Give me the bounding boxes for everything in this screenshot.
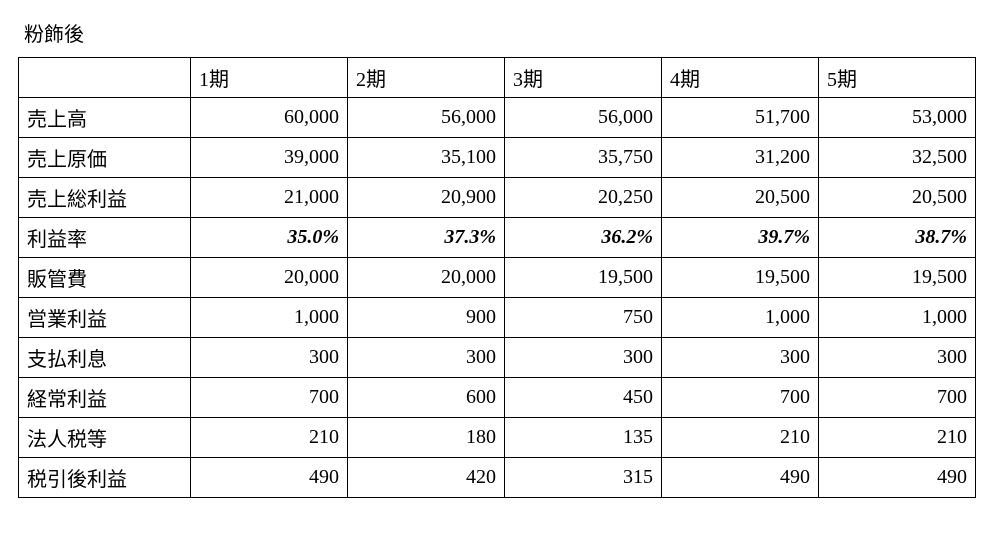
data-cell: 1,000 [662, 298, 819, 338]
data-cell: 210 [819, 418, 976, 458]
col-header: 4期 [662, 58, 819, 98]
row-label: 営業利益 [19, 298, 191, 338]
data-cell: 39.7% [662, 218, 819, 258]
data-cell: 53,000 [819, 98, 976, 138]
financial-table: 1期 2期 3期 4期 5期 売上高60,00056,00056,00051,7… [18, 57, 976, 498]
table-row: 売上高60,00056,00056,00051,70053,000 [19, 98, 976, 138]
data-cell: 35,750 [505, 138, 662, 178]
data-cell: 180 [348, 418, 505, 458]
data-cell: 56,000 [348, 98, 505, 138]
data-cell: 900 [348, 298, 505, 338]
data-cell: 19,500 [505, 258, 662, 298]
data-cell: 56,000 [505, 98, 662, 138]
row-label: 販管費 [19, 258, 191, 298]
table-row: 販管費20,00020,00019,50019,50019,500 [19, 258, 976, 298]
col-header: 5期 [819, 58, 976, 98]
data-cell: 60,000 [191, 98, 348, 138]
data-cell: 20,500 [662, 178, 819, 218]
data-cell: 20,000 [348, 258, 505, 298]
data-cell: 300 [505, 338, 662, 378]
data-cell: 135 [505, 418, 662, 458]
data-cell: 36.2% [505, 218, 662, 258]
data-cell: 300 [191, 338, 348, 378]
table-row: 売上原価39,00035,10035,75031,20032,500 [19, 138, 976, 178]
table-row: 売上総利益21,00020,90020,25020,50020,500 [19, 178, 976, 218]
data-cell: 300 [348, 338, 505, 378]
data-cell: 38.7% [819, 218, 976, 258]
data-cell: 35,100 [348, 138, 505, 178]
data-cell: 20,000 [191, 258, 348, 298]
col-header: 2期 [348, 58, 505, 98]
data-cell: 490 [662, 458, 819, 498]
data-cell: 19,500 [819, 258, 976, 298]
data-cell: 32,500 [819, 138, 976, 178]
table-row: 支払利息300300300300300 [19, 338, 976, 378]
data-cell: 39,000 [191, 138, 348, 178]
data-cell: 21,000 [191, 178, 348, 218]
table-row: 税引後利益490420315490490 [19, 458, 976, 498]
row-label: 税引後利益 [19, 458, 191, 498]
data-cell: 20,250 [505, 178, 662, 218]
data-cell: 450 [505, 378, 662, 418]
data-cell: 210 [662, 418, 819, 458]
data-cell: 20,500 [819, 178, 976, 218]
row-label: 経常利益 [19, 378, 191, 418]
row-label: 法人税等 [19, 418, 191, 458]
data-cell: 600 [348, 378, 505, 418]
table-row: 経常利益700600450700700 [19, 378, 976, 418]
row-label: 売上原価 [19, 138, 191, 178]
row-label: 売上高 [19, 98, 191, 138]
col-header: 1期 [191, 58, 348, 98]
row-label: 売上総利益 [19, 178, 191, 218]
data-cell: 750 [505, 298, 662, 338]
data-cell: 700 [662, 378, 819, 418]
data-cell: 300 [819, 338, 976, 378]
data-cell: 700 [819, 378, 976, 418]
data-cell: 1,000 [191, 298, 348, 338]
data-cell: 1,000 [819, 298, 976, 338]
row-label: 支払利息 [19, 338, 191, 378]
data-cell: 700 [191, 378, 348, 418]
data-cell: 490 [819, 458, 976, 498]
data-cell: 315 [505, 458, 662, 498]
table-title: 粉飾後 [24, 18, 977, 47]
data-cell: 210 [191, 418, 348, 458]
data-cell: 20,900 [348, 178, 505, 218]
data-cell: 19,500 [662, 258, 819, 298]
data-cell: 490 [191, 458, 348, 498]
table-row: 利益率35.0%37.3%36.2%39.7%38.7% [19, 218, 976, 258]
data-cell: 37.3% [348, 218, 505, 258]
col-header: 3期 [505, 58, 662, 98]
header-row: 1期 2期 3期 4期 5期 [19, 58, 976, 98]
data-cell: 300 [662, 338, 819, 378]
table-body: 売上高60,00056,00056,00051,70053,000売上原価39,… [19, 98, 976, 498]
data-cell: 31,200 [662, 138, 819, 178]
table-row: 法人税等210180135210210 [19, 418, 976, 458]
table-row: 営業利益1,0009007501,0001,000 [19, 298, 976, 338]
data-cell: 35.0% [191, 218, 348, 258]
data-cell: 51,700 [662, 98, 819, 138]
data-cell: 420 [348, 458, 505, 498]
row-label: 利益率 [19, 218, 191, 258]
corner-cell [19, 58, 191, 98]
